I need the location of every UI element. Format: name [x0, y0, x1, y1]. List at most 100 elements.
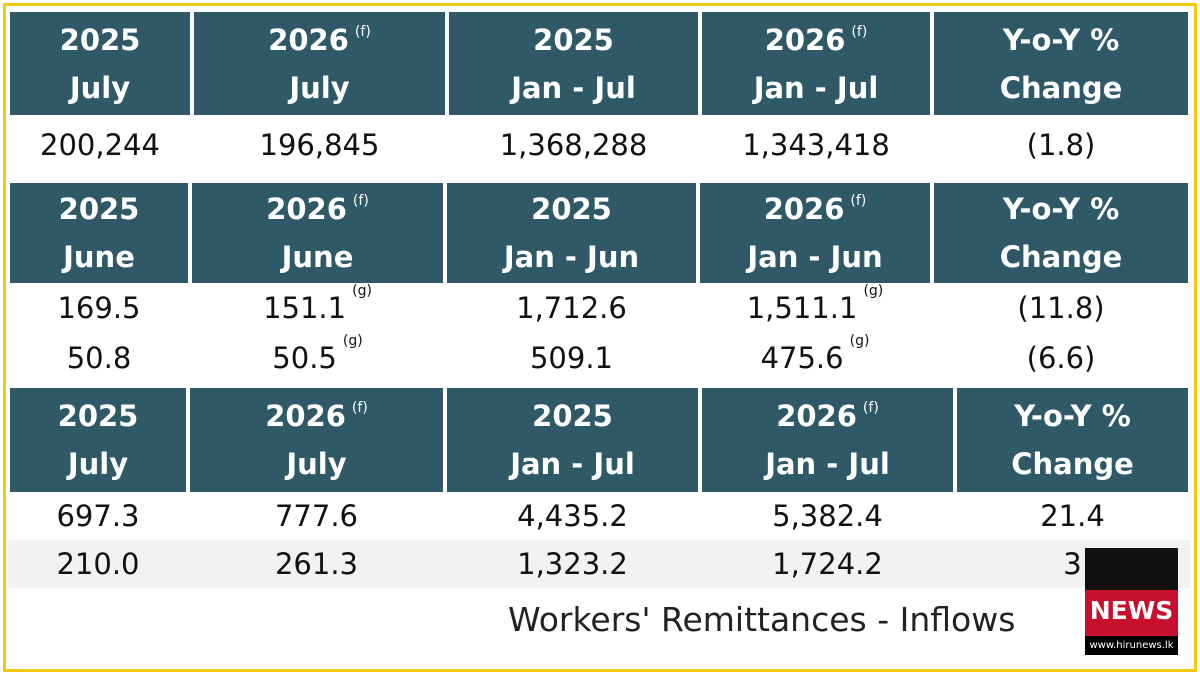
footnote-mark: (g)	[863, 283, 884, 299]
header-text: 2025	[59, 22, 141, 57]
footnote-mark: (g)	[849, 333, 870, 349]
header-cell: 2025 June	[10, 183, 188, 283]
data-cell: 4,435.2	[445, 492, 700, 540]
header-text: 2026	[266, 192, 347, 226]
header-line: 2025	[531, 185, 612, 233]
data-cell: 1,323.2	[445, 540, 700, 588]
cell-line: 4,435.2	[517, 499, 628, 533]
header-line: July	[70, 64, 130, 112]
cell-text: (6.6)	[1026, 341, 1096, 375]
header-line: Jan - Jul	[765, 440, 890, 488]
header-text: 2025	[57, 399, 139, 433]
data-cell: 1,343,418	[700, 115, 932, 175]
cell-line: (11.8)	[1017, 291, 1104, 325]
header-cell: Y-o-Y % Change	[957, 388, 1188, 492]
header-cell: 2026 (f) June	[192, 183, 443, 283]
header-text: June	[63, 240, 135, 274]
header-text: 2025	[531, 192, 612, 226]
header-text: 2025	[533, 22, 614, 57]
data-cell: 169.5	[8, 283, 190, 333]
header-text: Jan - Jul	[753, 70, 879, 105]
header-line: 2026 (f)	[776, 392, 879, 440]
cell-line: 169.5	[57, 291, 140, 325]
header-line: 2025	[533, 16, 614, 64]
header-cell: 2025 Jan - Jun	[447, 183, 696, 283]
cell-line: (1.8)	[1027, 128, 1096, 162]
data-cell: 5,382.4	[700, 492, 955, 540]
data-cell: (6.6)	[932, 333, 1190, 383]
cell-line: 509.1	[530, 341, 613, 375]
header-text: 2026	[776, 399, 857, 433]
cell-line: 151.1 (g)	[263, 283, 372, 325]
header-text: Change	[999, 70, 1123, 105]
data-cell: 50.5 (g)	[190, 333, 445, 383]
logo-top	[1085, 548, 1178, 590]
header-cell: Y-o-Y % Change	[934, 12, 1188, 115]
cell-line: 21.4	[1040, 499, 1105, 533]
header-line: Jan - Jun	[504, 233, 639, 281]
cell-text: (1.8)	[1026, 128, 1096, 162]
cell-text: 3	[1063, 547, 1082, 581]
cell-text: 50.5	[272, 341, 337, 375]
footnote-mark: (f)	[850, 193, 867, 209]
cell-text: 509.1	[529, 341, 614, 375]
cell-line: 1,343,418	[742, 128, 890, 162]
header-text: July	[286, 447, 347, 481]
header-line: 2026 (f)	[765, 16, 868, 64]
data-cell: 1,712.6	[445, 283, 698, 333]
logo: NEWS www.hirunews.lk	[1085, 548, 1178, 655]
header-text: 2026	[268, 22, 349, 57]
header-text: 2026	[763, 192, 845, 226]
cell-line: 261.3	[275, 547, 358, 581]
cell-text: 196,845	[259, 128, 380, 162]
header-text: Jan - Jul	[765, 447, 890, 481]
header-line: 2026 (f)	[265, 392, 368, 440]
cell-text: 475.6	[760, 341, 844, 375]
row-background	[8, 540, 1190, 588]
header-cell: 2025 July	[10, 388, 186, 492]
cell-text: 1,712.6	[516, 291, 627, 325]
header-text: July	[67, 447, 129, 481]
cell-line: 475.6 (g)	[760, 333, 870, 375]
header-cell: 2025 Jan - Jul	[447, 388, 698, 492]
header-cell: 2026 (f) July	[190, 388, 443, 492]
header-cell: 2025 July	[10, 12, 190, 115]
header-text: 2026	[265, 399, 346, 433]
header-text: Jan - Jun	[747, 240, 883, 274]
cell-text: 151.1	[263, 291, 347, 325]
header-line: Y-o-Y %	[1003, 16, 1120, 64]
data-cell: 697.3	[8, 492, 188, 540]
cell-line: 3	[1063, 547, 1081, 581]
header-line: July	[68, 440, 128, 488]
data-cell: 509.1	[445, 333, 698, 383]
cell-text: 1,368,288	[499, 128, 648, 162]
header-text: Change	[1011, 447, 1134, 481]
footnote-mark: (g)	[342, 333, 363, 349]
header-line: Jan - Jul	[754, 64, 879, 112]
data-cell: 50.8	[8, 333, 190, 383]
header-text: Jan - Jul	[511, 70, 636, 105]
header-cell: Y-o-Y % Change	[934, 183, 1188, 283]
cell-text: 4,435.2	[517, 499, 628, 533]
data-cell: 1,368,288	[447, 115, 700, 175]
header-text: Y-o-Y %	[1014, 399, 1131, 433]
cell-line: 200,244	[40, 128, 160, 162]
cell-text: (11.8)	[1017, 291, 1105, 325]
header-line: Change	[1000, 64, 1123, 112]
cell-line: 50.5 (g)	[272, 333, 362, 375]
cell-line: 1,712.6	[516, 291, 627, 325]
logo-brand: NEWS	[1089, 596, 1174, 625]
header-cell: 2026 (f) July	[194, 12, 445, 115]
header-text: 2026	[764, 22, 846, 57]
cell-text: 210.0	[56, 547, 140, 581]
caption: Workers' Remittances - Inflows	[508, 600, 1016, 639]
data-cell: 1,724.2	[700, 540, 955, 588]
cell-text: 21.4	[1040, 499, 1105, 533]
footnote-mark: (f)	[352, 193, 369, 209]
header-line: Jan - Jul	[510, 440, 635, 488]
logo-url: www.hirunews.lk	[1085, 636, 1178, 655]
header-text: 2025	[532, 399, 613, 433]
cell-text: 169.5	[57, 291, 141, 325]
cell-line: 1,323.2	[517, 547, 628, 581]
header-cell: 2026 (f) Jan - Jul	[702, 12, 930, 115]
